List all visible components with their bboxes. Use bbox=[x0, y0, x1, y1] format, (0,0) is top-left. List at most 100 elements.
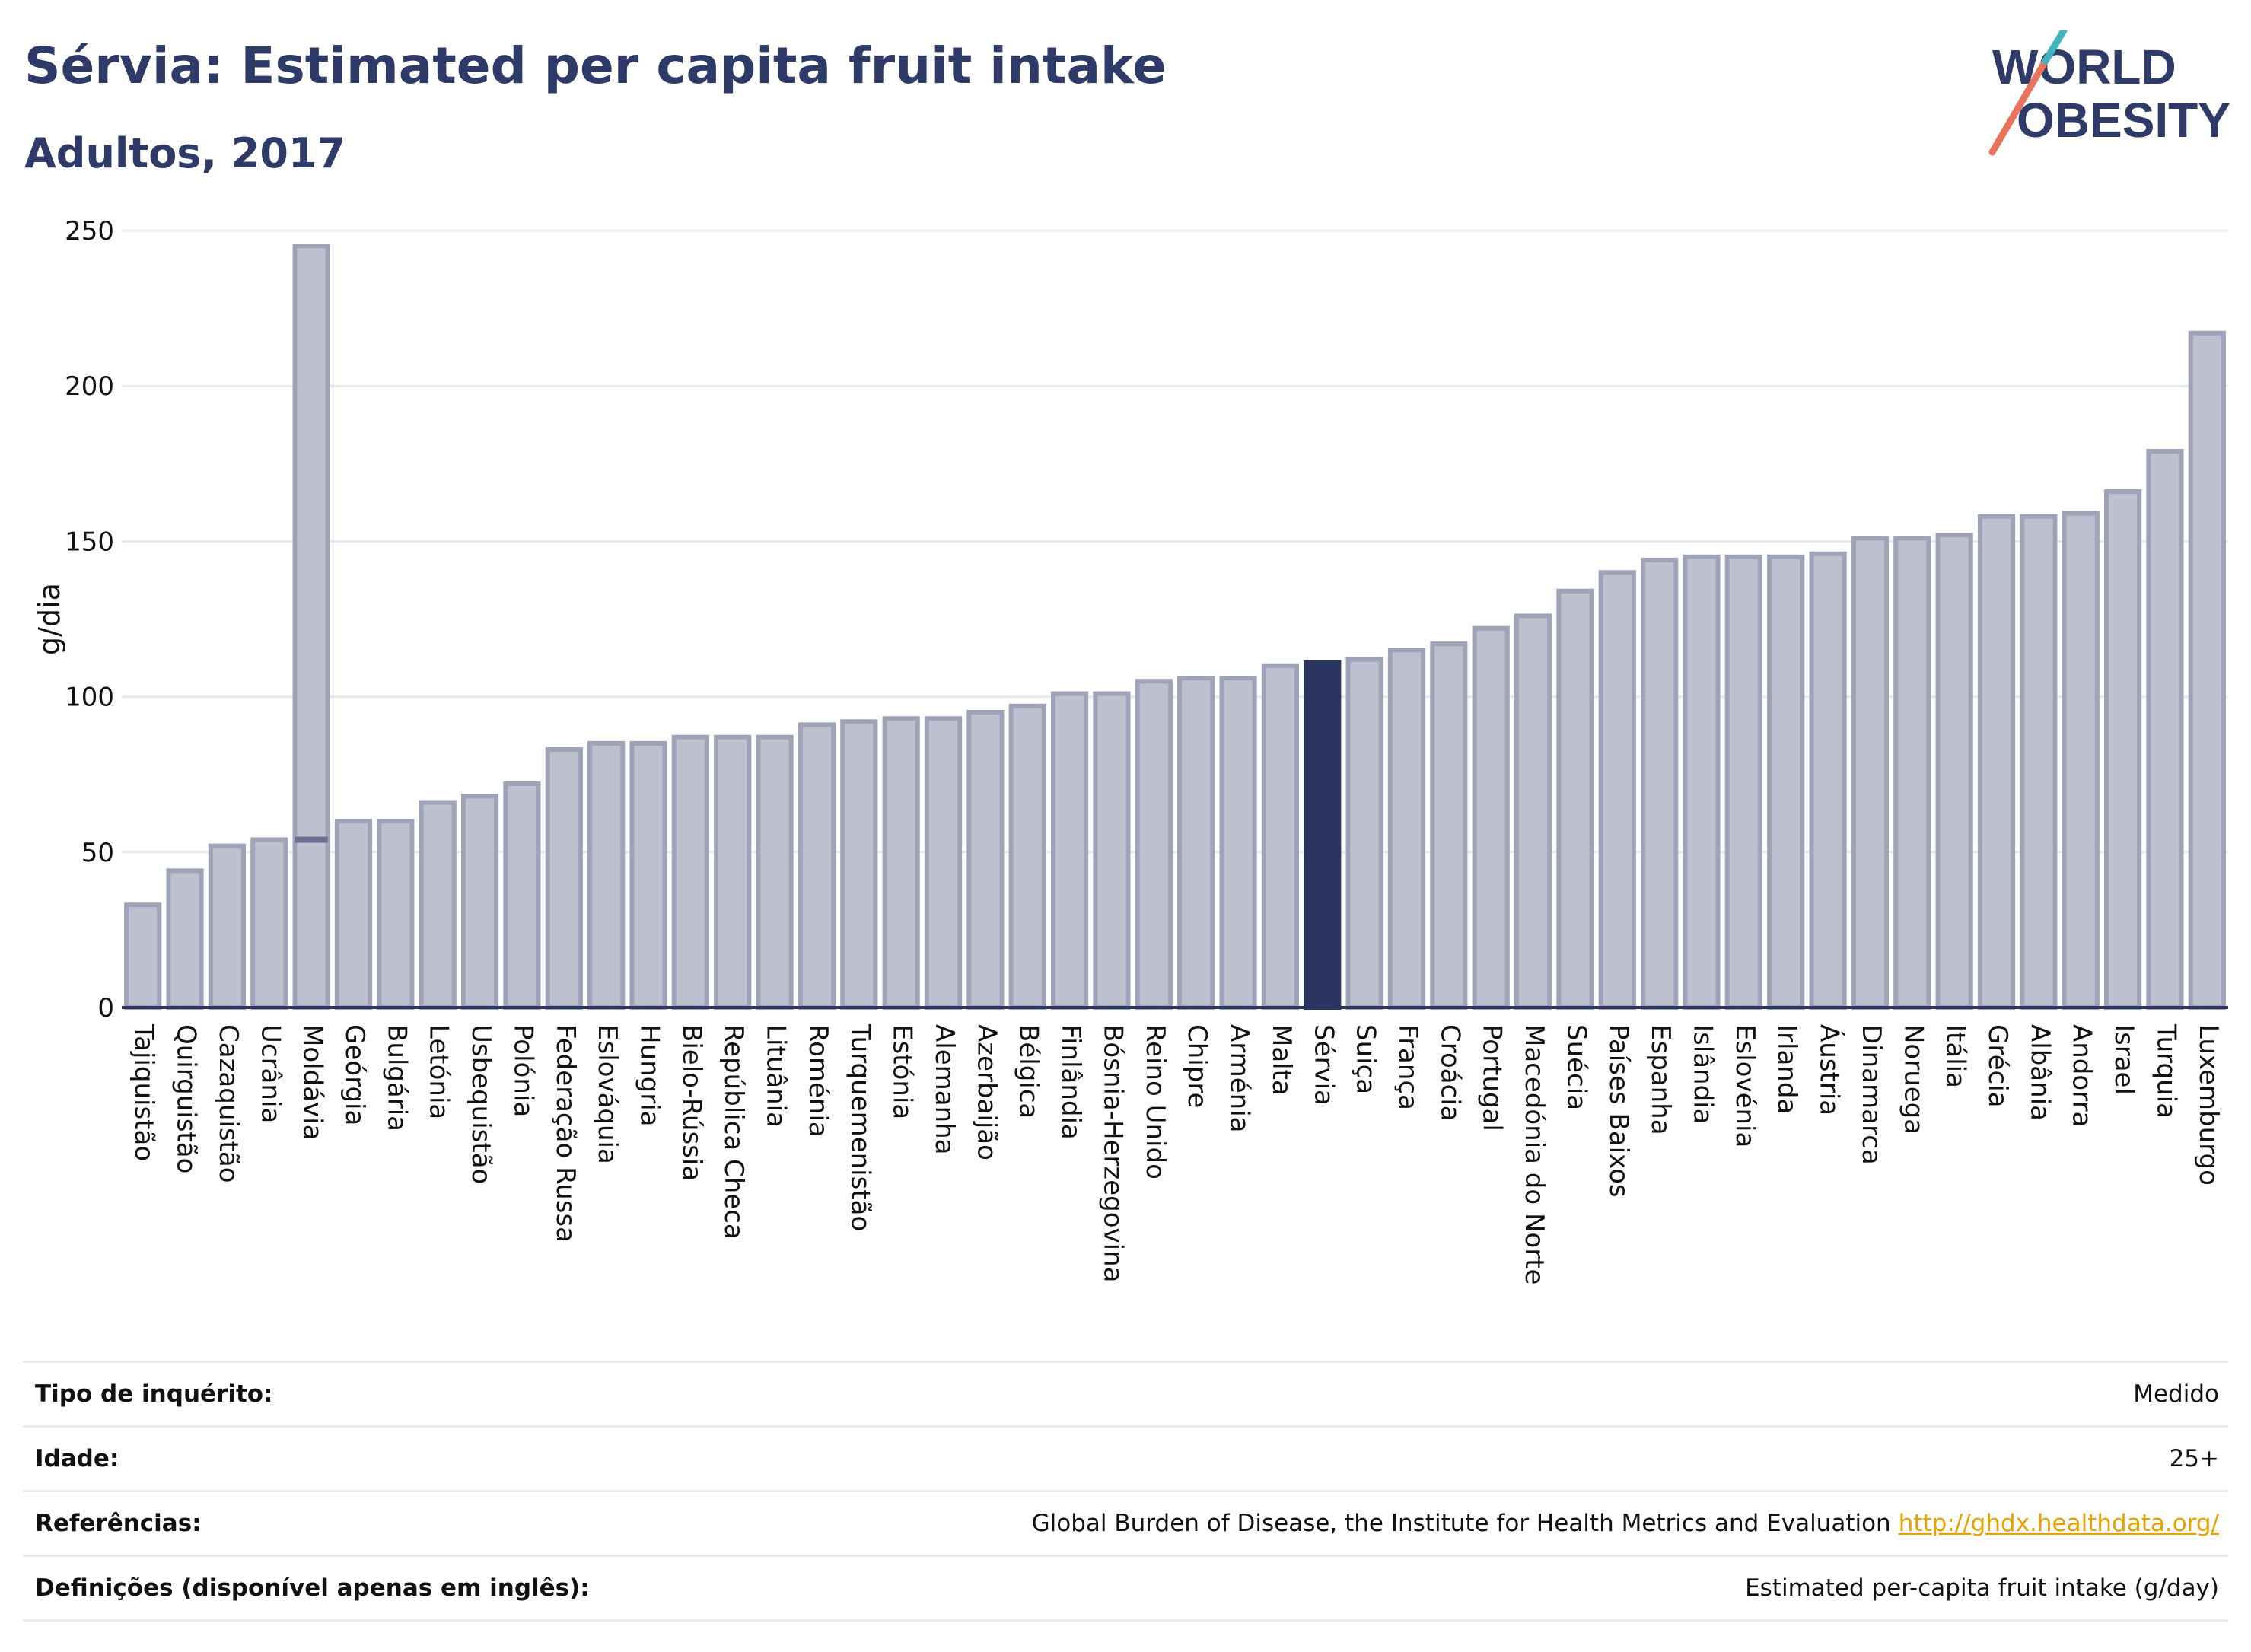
bar bbox=[587, 740, 626, 1010]
y-axis-label: g/dia bbox=[33, 583, 66, 655]
y-tick-label: 250 bbox=[65, 216, 114, 247]
info-label: Tipo de inquérito: bbox=[35, 1380, 273, 1408]
x-tick-label: Alemanha bbox=[929, 1024, 960, 1155]
x-tick-label: Países Baixos bbox=[1603, 1024, 1634, 1198]
x-tick-label: Reino Unido bbox=[1140, 1024, 1170, 1179]
bar bbox=[1008, 703, 1046, 1010]
x-tick-label: Suécia bbox=[1561, 1024, 1591, 1110]
x-tick-label: Albânia bbox=[2024, 1024, 2055, 1121]
bar bbox=[292, 244, 330, 1011]
x-tick-label: Suiça bbox=[1351, 1024, 1381, 1094]
x-tick-label: Bélgica bbox=[1014, 1024, 1044, 1119]
bar bbox=[1135, 679, 1173, 1010]
bar bbox=[2062, 511, 2100, 1010]
bar bbox=[1935, 533, 1973, 1010]
bar bbox=[1683, 554, 1721, 1010]
bar bbox=[1851, 536, 1890, 1010]
bar bbox=[671, 734, 709, 1011]
x-tick-label: Tajiquistão bbox=[129, 1023, 159, 1161]
x-tick-label: Croácia bbox=[1434, 1024, 1465, 1122]
x-tick-label: Grécia bbox=[1982, 1024, 2013, 1107]
bar bbox=[460, 794, 499, 1010]
bar bbox=[629, 740, 667, 1010]
x-tick-label: Estónia bbox=[887, 1024, 918, 1119]
bar bbox=[2020, 514, 2058, 1010]
bar bbox=[1387, 648, 1426, 1011]
logo-line2: OBESITY bbox=[2017, 93, 2230, 148]
x-tick-label: Espanha bbox=[1645, 1024, 1676, 1135]
bar bbox=[1598, 570, 1636, 1010]
bar bbox=[924, 716, 963, 1010]
x-tick-label: Dinamarca bbox=[1856, 1024, 1886, 1165]
info-label: Idade: bbox=[35, 1445, 119, 1472]
bar bbox=[1556, 588, 1594, 1010]
x-tick-label: Noruega bbox=[1898, 1024, 1928, 1135]
bar bbox=[714, 734, 752, 1011]
x-tick-label: Áustria bbox=[1814, 1024, 1845, 1116]
bar bbox=[208, 843, 246, 1010]
y-tick-label: 200 bbox=[65, 371, 114, 402]
x-tick-label: Eslovénia bbox=[1730, 1024, 1760, 1147]
x-tick-label: Bielo-Rússia bbox=[677, 1024, 707, 1181]
x-tick-label: Cazaquistão bbox=[213, 1024, 244, 1183]
bar bbox=[966, 710, 1005, 1011]
bar bbox=[1724, 554, 1762, 1010]
bar bbox=[1304, 660, 1342, 1011]
x-tick-label: Azerbaijão bbox=[971, 1024, 1001, 1160]
bar bbox=[250, 837, 288, 1010]
y-tick-label: 0 bbox=[97, 993, 114, 1023]
bar bbox=[840, 719, 878, 1010]
info-row-age: Idade: 25+ bbox=[23, 1425, 2228, 1490]
info-value: 25+ bbox=[2169, 1445, 2219, 1472]
reference-link[interactable]: http://ghdx.healthdata.org/ bbox=[1898, 1510, 2219, 1537]
bar bbox=[756, 734, 794, 1011]
x-tick-label: Geórgia bbox=[339, 1024, 370, 1125]
x-tick-label: Lituânia bbox=[761, 1024, 791, 1128]
x-tick-label: Roménia bbox=[803, 1024, 833, 1138]
x-tick-label: Turquia bbox=[2151, 1023, 2181, 1119]
bar bbox=[545, 747, 583, 1010]
bar bbox=[1977, 514, 2016, 1010]
y-tick-label: 150 bbox=[65, 527, 114, 557]
info-row-survey-type: Tipo de inquérito: Medido bbox=[23, 1361, 2228, 1425]
x-tick-label: Turquemenistão bbox=[845, 1023, 875, 1231]
bar bbox=[1219, 676, 1257, 1010]
bar bbox=[377, 818, 415, 1010]
x-tick-label: Finlândia bbox=[1055, 1024, 1086, 1140]
x-tick-label: Macedónia do Norte bbox=[1519, 1024, 1549, 1284]
x-tick-label: Bulgária bbox=[381, 1024, 412, 1132]
x-tick-label: França bbox=[1393, 1024, 1423, 1110]
bar-chart: 0 50 100 150 200 250 g/dia Tajiquistão Quirguist… bbox=[33, 216, 2228, 1284]
bar bbox=[1345, 657, 1383, 1010]
x-tick-label: Malta bbox=[1266, 1024, 1297, 1096]
bar bbox=[166, 868, 204, 1010]
world-obesity-logo: WORLD OBESITY bbox=[1988, 30, 2230, 156]
info-row-references: Referências: Global Burden of Disease, t… bbox=[23, 1490, 2228, 1555]
x-tick-label: Ucrânia bbox=[255, 1024, 285, 1123]
bar bbox=[1261, 663, 1299, 1010]
bar bbox=[419, 800, 457, 1011]
bar bbox=[1641, 557, 1679, 1010]
x-tick-label: Itália bbox=[1941, 1024, 1971, 1088]
x-tick-label: Hungria bbox=[635, 1024, 665, 1127]
y-tick-label: 50 bbox=[81, 838, 114, 868]
bar bbox=[1472, 625, 1510, 1010]
x-tick-label: Eslováquia bbox=[592, 1024, 622, 1164]
bar bbox=[1051, 691, 1089, 1010]
info-value: Medido bbox=[2133, 1380, 2219, 1408]
page-title: Sérvia: Estimated per capita fruit intak… bbox=[24, 37, 1167, 95]
bar bbox=[1767, 554, 1805, 1010]
x-tick-label: Quirguistão bbox=[171, 1024, 202, 1173]
bar bbox=[2188, 330, 2226, 1011]
logo-slash-teal bbox=[2042, 30, 2068, 65]
x-tick-label: Portugal bbox=[1477, 1024, 1508, 1132]
bar bbox=[1177, 676, 1215, 1010]
bar bbox=[1093, 691, 1131, 1010]
x-tick-label: Polónia bbox=[508, 1024, 538, 1117]
x-tick-label: Arménia bbox=[1224, 1024, 1255, 1133]
x-tick-label: Moldávia bbox=[298, 1024, 328, 1140]
info-row-definitions: Definições (disponível apenas em inglês)… bbox=[23, 1555, 2228, 1622]
bar bbox=[1514, 613, 1552, 1010]
x-tick-label: Luxemburgo bbox=[2193, 1024, 2224, 1186]
page-subtitle: Adultos, 2017 bbox=[24, 129, 346, 177]
